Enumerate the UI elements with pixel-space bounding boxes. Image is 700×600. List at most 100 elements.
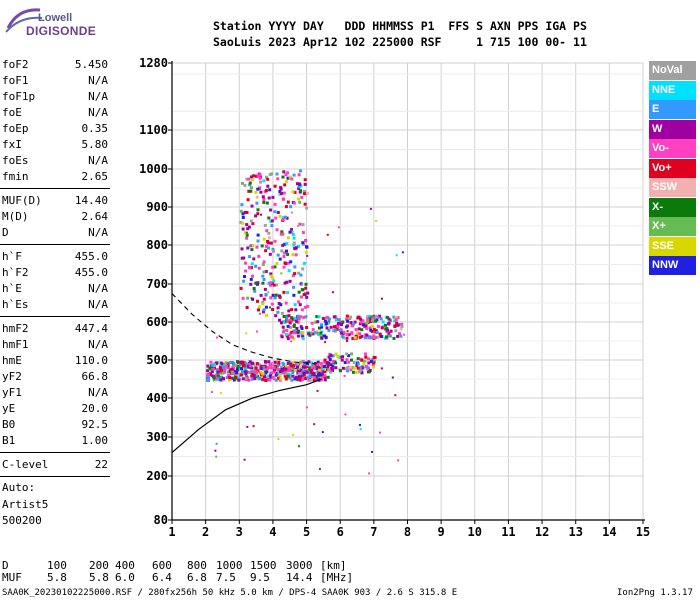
- echo-point: [293, 190, 297, 194]
- echo-point: [250, 373, 254, 376]
- echo-point: [368, 472, 371, 475]
- echo-point: [337, 226, 340, 229]
- echo-point: [323, 378, 327, 382]
- echo-point: [293, 303, 297, 307]
- header-line-2: SaoLuis 2023 Apr12 102 225000 RSF 1 715 …: [213, 35, 587, 49]
- echo-point: [285, 280, 289, 284]
- echo-point: [268, 363, 272, 367]
- echo-point: [219, 392, 222, 395]
- echo-point: [252, 287, 256, 290]
- echo-point: [248, 245, 251, 248]
- echo-point: [276, 211, 280, 214]
- echo-point: [257, 254, 261, 258]
- x-tick-label: 11: [501, 525, 515, 539]
- echo-point: [372, 327, 376, 331]
- echo-point: [395, 254, 398, 257]
- echo-point: [253, 289, 257, 293]
- param-value: N/A: [88, 338, 108, 351]
- echo-point: [293, 377, 297, 381]
- echo-point: [303, 192, 306, 196]
- echo-point: [284, 173, 288, 177]
- x-tick-label: 1: [168, 525, 175, 539]
- echo-point: [294, 308, 298, 312]
- echo-point: [277, 368, 281, 372]
- echo-point: [291, 374, 295, 378]
- echo-point: [273, 202, 277, 206]
- header-line-1: Station YYYY DAY DDD HHMMSS P1 FFS S AXN…: [213, 19, 587, 33]
- param-separator: [0, 244, 110, 245]
- param-row-foep: foEp 0.35: [2, 122, 108, 136]
- echo-point: [337, 318, 341, 322]
- echo-point: [244, 372, 248, 376]
- echo-point: [397, 459, 400, 462]
- echo-point: [305, 370, 309, 374]
- echo-point: [299, 315, 303, 319]
- param-row-h-f2: h`F2 455.0: [2, 266, 108, 280]
- echo-point: [243, 458, 246, 461]
- echo-point: [242, 279, 246, 283]
- echo-point: [313, 366, 317, 370]
- echo-point: [230, 370, 234, 374]
- echo-point: [216, 374, 220, 378]
- echo-point: [256, 299, 259, 303]
- echo-point: [274, 293, 278, 297]
- echo-point: [280, 191, 283, 195]
- echo-point: [375, 219, 378, 222]
- echo-point: [281, 243, 285, 247]
- echo-point: [227, 374, 231, 377]
- echo-point: [224, 361, 228, 365]
- param-row-hme: hmE 110.0: [2, 354, 108, 368]
- echo-point: [292, 363, 296, 367]
- echo-point: [349, 321, 353, 324]
- echo-point: [257, 305, 261, 309]
- echo-point: [334, 325, 338, 329]
- echo-point: [262, 308, 266, 312]
- echo-point: [274, 216, 278, 220]
- echo-point: [380, 367, 383, 370]
- echo-point: [326, 321, 330, 325]
- echo-point: [268, 236, 271, 240]
- echo-point: [208, 366, 212, 370]
- echo-point: [280, 230, 284, 234]
- echo-point: [389, 329, 393, 333]
- echo-point: [267, 374, 271, 378]
- param-row-muf-d-: MUF(D) 14.40: [2, 194, 108, 208]
- echo-point: [262, 367, 266, 371]
- echo-point: [352, 322, 355, 326]
- logo-digisonde-text: DIGISONDE: [26, 24, 97, 38]
- echo-point: [266, 240, 269, 243]
- echo-point: [376, 315, 380, 319]
- echo-point: [286, 252, 290, 256]
- echo-point: [331, 364, 335, 368]
- echo-point: [291, 371, 295, 375]
- echo-point: [345, 358, 349, 362]
- echo-point: [244, 261, 247, 265]
- echo-point: [367, 361, 371, 365]
- echo-point: [280, 249, 284, 253]
- echo-point: [241, 227, 245, 231]
- param-label: foF1: [2, 74, 29, 87]
- echo-point: [283, 242, 287, 246]
- echo-point: [299, 273, 303, 277]
- echo-point: [262, 278, 266, 281]
- echo-point: [349, 368, 353, 372]
- echo-point: [348, 365, 352, 369]
- echo-point: [255, 362, 259, 366]
- echo-point: [300, 308, 304, 312]
- param-value: 455.0: [74, 266, 108, 279]
- echo-point: [288, 175, 292, 179]
- echo-point: [391, 376, 394, 379]
- echo-point: [369, 328, 373, 332]
- echo-point: [249, 189, 253, 193]
- echo-point: [282, 255, 286, 258]
- echo-point: [343, 375, 346, 377]
- echo-point: [380, 326, 384, 330]
- echo-point: [221, 371, 225, 375]
- echo-point: [207, 376, 211, 380]
- x-tick-label: 3: [236, 525, 243, 539]
- param-value: 5.80: [81, 138, 109, 151]
- echo-point: [206, 378, 210, 382]
- echo-point: [287, 261, 291, 265]
- x-tick-label: 10: [468, 525, 482, 539]
- echo-point: [370, 318, 374, 322]
